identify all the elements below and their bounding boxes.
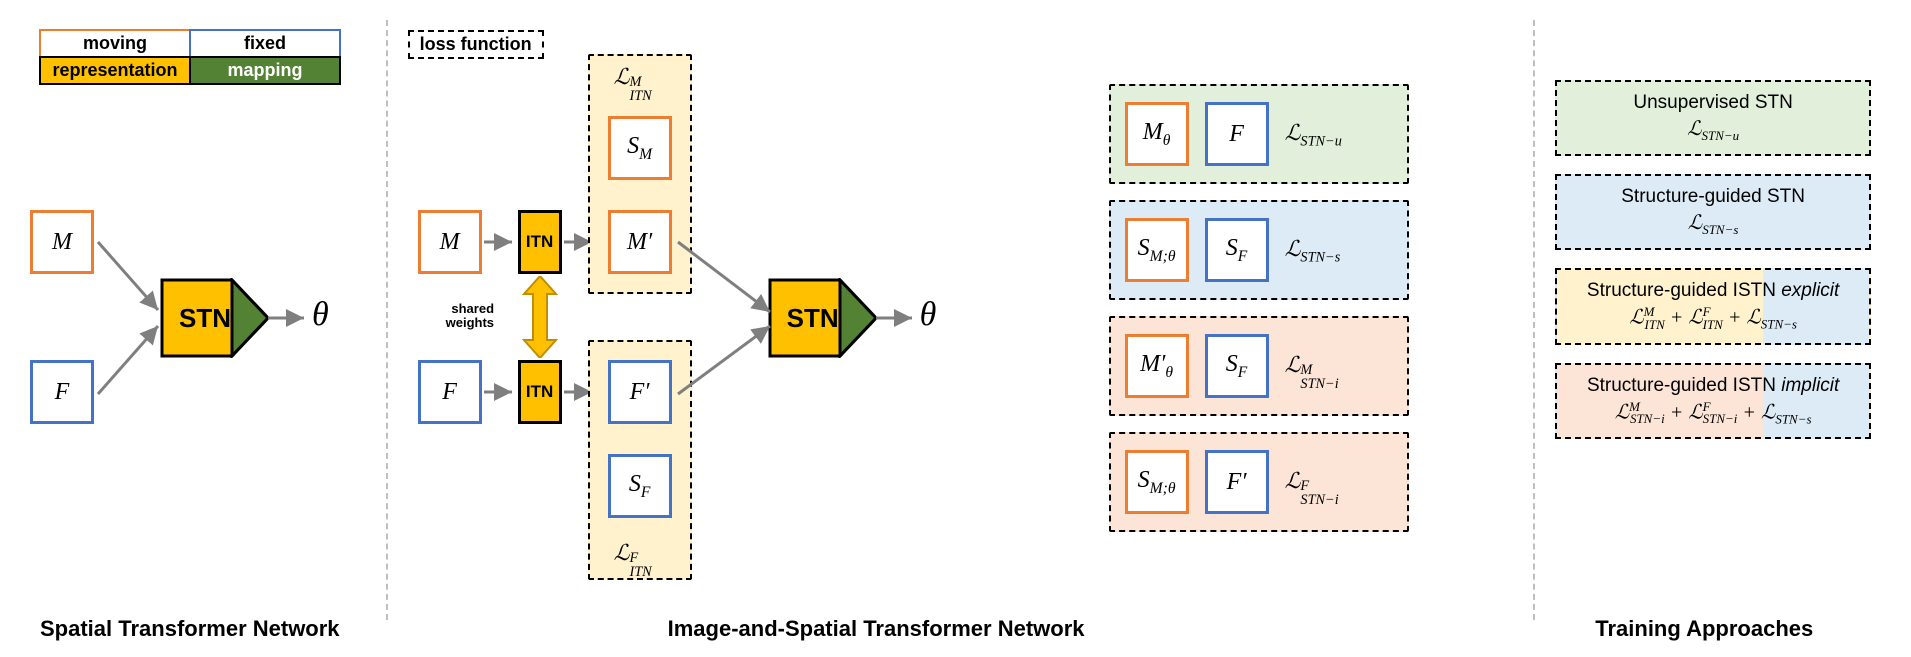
node-mtheta: Mθ [1125, 102, 1189, 166]
panel-losses: Mθ F ℒSTN−u SM;θ SF ℒSTN−s M′θ SF ℒMSTN−… [1099, 20, 1534, 620]
label-f2: F [442, 379, 457, 406]
title-p2: Image-and-Spatial Transformer Network [668, 616, 1085, 642]
node-f3: F [1205, 102, 1269, 166]
legend-fixed: fixed [189, 29, 341, 58]
panel-stn: moving fixed representation mapping M F … [20, 20, 386, 620]
arrow-m-itn [484, 232, 520, 252]
shared-weights: sharedweights [446, 302, 494, 331]
label-sm: S [627, 133, 639, 159]
node-fprime2: F′ [1205, 450, 1269, 514]
node-m2: M [418, 210, 482, 274]
label-f: F [55, 379, 70, 406]
theta-2: θ [920, 296, 937, 334]
node-f: F [30, 360, 94, 424]
loss-stn-i-f: ℒFSTN−i [1285, 468, 1301, 494]
a1-math: ℒSTN−u [1569, 116, 1857, 144]
lbl-smtheta-sub: M;θ [1150, 247, 1176, 264]
arrow-stn2-theta [876, 308, 926, 328]
legend-representation: representation [39, 56, 191, 85]
approach-4: Structure-guided ISTN implicit ℒMSTN−i +… [1555, 363, 1871, 440]
approach-3: Structure-guided ISTN explicit ℒMITN + ℒ… [1555, 268, 1871, 345]
approach-2: Structure-guided STN ℒSTN−s [1555, 174, 1871, 250]
lbl-smtheta2: S [1138, 467, 1150, 493]
theta-1: θ [312, 296, 329, 334]
lbl-sf2-sub: F [1238, 247, 1248, 264]
lbl-smtheta: S [1138, 235, 1150, 261]
arrow-stn-theta [268, 308, 318, 328]
a2-title: Structure-guided STN [1569, 186, 1857, 208]
itn-f: ITN [518, 360, 562, 424]
loss-stn-i-m: ℒMSTN−i [1285, 352, 1301, 378]
label-m2: M [440, 229, 460, 256]
a4-title: Structure-guided ISTN implicit [1569, 375, 1857, 397]
node-mprime: M′ [608, 210, 672, 274]
lbl-mtheta-sub: θ [1163, 131, 1171, 148]
stn-block-2: STN [768, 278, 878, 358]
panel-approaches: Unsupervised STN ℒSTN−u Structure-guided… [1535, 20, 1891, 620]
arrow-f-stn [90, 310, 170, 430]
diagram: moving fixed representation mapping M F … [20, 20, 1891, 620]
itn-m: ITN [518, 210, 562, 274]
arrow-f-itn [484, 382, 520, 402]
legend: moving fixed representation mapping [40, 30, 340, 84]
label-sf: S [629, 471, 641, 497]
lbl-f3: F [1229, 121, 1244, 148]
label-mprime: M′ [627, 229, 652, 256]
label-m: M [52, 229, 72, 256]
shared-arrow [516, 276, 564, 358]
lbl-mtheta: M [1143, 119, 1163, 145]
legend-lossfn: loss function [408, 30, 544, 59]
loss-itn-f: ℒFITN [614, 540, 630, 566]
loss-stn-u: ℒSTN−u [1285, 120, 1342, 150]
lbl-sf3-sub: F [1238, 363, 1248, 380]
label-fprime: F′ [630, 379, 650, 406]
approach-1: Unsupervised STN ℒSTN−u [1555, 80, 1871, 156]
lbl-sf3: S [1226, 351, 1238, 377]
legend-mapping: mapping [189, 56, 341, 85]
legend-moving: moving [39, 29, 191, 58]
node-sf: SF [608, 454, 672, 518]
label-sm-sub: M [639, 145, 652, 162]
stn-block: STN [160, 278, 270, 358]
a4-math: ℒMSTN−i + ℒFSTN−i + ℒSTN−s [1569, 399, 1857, 428]
lbl-sf2: S [1226, 235, 1238, 261]
lbl-mptheta-sub: θ [1165, 363, 1173, 380]
a1-title: Unsupervised STN [1569, 92, 1857, 114]
a3-title: Structure-guided ISTN explicit [1569, 280, 1857, 302]
node-m: M [30, 210, 94, 274]
node-smtheta: SM;θ [1125, 218, 1189, 282]
node-sm: SM [608, 116, 672, 180]
panel-istn: loss function M F ITN ITN sharedweights … [388, 20, 1099, 620]
label-sf-sub: F [641, 483, 651, 500]
loss-stn-s: ℒSTN−s [1285, 236, 1341, 266]
a2-math: ℒSTN−s [1569, 210, 1857, 238]
title-p4: Training Approaches [1595, 616, 1813, 642]
node-mptheta: M′θ [1125, 334, 1189, 398]
lbl-mptheta: M′ [1140, 351, 1165, 377]
node-sf2: SF [1205, 218, 1269, 282]
stn-label: STN [160, 278, 250, 358]
node-fprime: F′ [608, 360, 672, 424]
node-sf3: SF [1205, 334, 1269, 398]
lbl-smtheta2-sub: M;θ [1150, 479, 1176, 496]
title-p1: Spatial Transformer Network [40, 616, 340, 642]
node-f2: F [418, 360, 482, 424]
node-smtheta2: SM;θ [1125, 450, 1189, 514]
loss-itn-m: ℒMITN [614, 64, 630, 90]
a3-math: ℒMITN + ℒFITN + ℒSTN−s [1569, 304, 1857, 333]
lbl-fprime2: F′ [1227, 469, 1247, 496]
arrow-fp-stn [674, 310, 784, 420]
